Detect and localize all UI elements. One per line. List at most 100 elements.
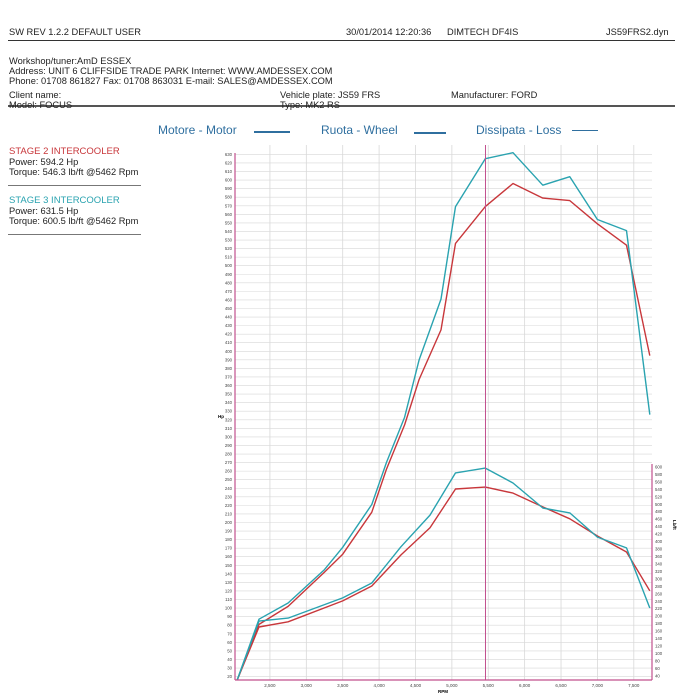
y2-tick-label: 80	[655, 658, 660, 663]
y-tick-label: 340	[225, 400, 233, 405]
y-tick-label: 300	[225, 434, 233, 439]
y2-tick-label: 380	[655, 547, 663, 552]
y-axis-label: Hp	[218, 414, 224, 419]
section-divider	[8, 105, 675, 107]
y-tick-label: 90	[227, 614, 232, 619]
y-tick-label: 470	[225, 289, 233, 294]
y-tick-label: 420	[225, 332, 233, 337]
y-tick-label: 30	[227, 666, 232, 671]
legend-loss: Dissipata - Loss	[476, 123, 562, 137]
software-version: SW REV 1.2.2 DEFAULT USER	[9, 27, 141, 37]
y-tick-label: 540	[225, 229, 233, 234]
y-tick-label: 630	[225, 152, 233, 157]
y-tick-label: 610	[225, 169, 233, 174]
y2-tick-label: 420	[655, 532, 663, 537]
x-tick-label: 3,000	[301, 683, 313, 688]
y-tick-label: 260	[225, 469, 233, 474]
torque-curve-stage2	[236, 486, 651, 681]
y2-tick-label: 60	[655, 666, 660, 671]
y-tick-label: 150	[225, 563, 233, 568]
y-tick-label: 220	[225, 503, 233, 508]
x-tick-label: 6,000	[519, 683, 531, 688]
y2-axis-label: Lb/ft	[672, 520, 677, 530]
torque-curve-stage3	[236, 467, 651, 681]
y-tick-label: 590	[225, 186, 233, 191]
contact-line: Phone: 01708 861827 Fax: 01708 863031 E-…	[9, 76, 333, 86]
legend-wheel: Ruota - Wheel	[321, 123, 398, 137]
y-tick-label: 490	[225, 272, 233, 277]
vehicle-type: Type: MK2 RS	[280, 100, 340, 110]
workshop-line: Workshop/tuner:AmD ESSEX	[9, 56, 132, 66]
legend-loss-line	[572, 130, 598, 131]
y2-tick-label: 300	[655, 576, 663, 581]
y-tick-label: 400	[225, 349, 233, 354]
legend-wheel-line	[414, 132, 446, 134]
y-tick-label: 190	[225, 529, 233, 534]
x-tick-label: 4,500	[410, 683, 422, 688]
y2-tick-label: 100	[655, 651, 663, 656]
axes	[234, 145, 653, 681]
series-lines	[236, 151, 651, 681]
y-tick-label: 60	[227, 640, 232, 645]
x-tick-label: 5,500	[483, 683, 495, 688]
power-curve-stage3	[236, 151, 651, 681]
y-tick-label: 480	[225, 280, 233, 285]
run-torque: Torque: 600.5 lb/ft @5462 Rpm	[9, 216, 139, 226]
y2-tick-label: 580	[655, 472, 663, 477]
y2-tick-label: 120	[655, 644, 663, 649]
y2-tick-label: 260	[655, 591, 663, 596]
y2-tick-label: 480	[655, 509, 663, 514]
x-tick-label: 5,000	[446, 683, 458, 688]
y2-tick-label: 160	[655, 629, 663, 634]
x-tick-label: 6,500	[555, 683, 567, 688]
run-divider	[8, 185, 141, 186]
y-tick-label: 20	[227, 674, 232, 679]
y2-tick-label: 520	[655, 494, 663, 499]
client-name: Client name:	[9, 90, 62, 100]
grid	[235, 145, 652, 680]
y-tick-label: 350	[225, 392, 233, 397]
file-name: JS59FRS2.dyn	[606, 27, 669, 37]
y-tick-label: 560	[225, 212, 233, 217]
y-tick-label: 40	[227, 657, 232, 662]
y-tick-label: 160	[225, 554, 233, 559]
y-tick-label: 240	[225, 486, 233, 491]
y2-tick-label: 180	[655, 621, 663, 626]
y-tick-label: 80	[227, 623, 232, 628]
y-tick-label: 440	[225, 315, 233, 320]
dyno-model: DIMTECH DF4IS	[447, 27, 519, 37]
y-tick-label: 110	[225, 597, 232, 602]
header-divider	[8, 40, 675, 41]
y-tick-label: 600	[225, 178, 233, 183]
run-power: Power: 594.2 Hp	[9, 157, 79, 167]
y-tick-label: 460	[225, 297, 233, 302]
y2-tick-label: 320	[655, 569, 663, 574]
y-tick-label: 50	[227, 648, 232, 653]
y-tick-label: 140	[225, 571, 233, 576]
y-tick-label: 130	[225, 580, 233, 585]
model: Model: FOCUS	[9, 100, 73, 110]
y-tick-label: 120	[225, 588, 233, 593]
y-tick-label: 620	[225, 160, 233, 165]
y-tick-label: 430	[225, 323, 233, 328]
y2-tick-label: 40	[655, 673, 660, 678]
y-tick-label: 580	[225, 195, 233, 200]
y-tick-label: 500	[225, 263, 233, 268]
y2-tick-label: 460	[655, 517, 663, 522]
legend-motor-line	[254, 131, 290, 133]
power-curve-stage2	[236, 182, 651, 681]
y-tick-label: 390	[225, 357, 233, 362]
run-title: STAGE 3 INTERCOOLER	[9, 195, 120, 206]
y-tick-label: 330	[225, 409, 233, 414]
y2-tick-label: 400	[655, 539, 663, 544]
test-datetime: 30/01/2014 12:20:36	[346, 27, 432, 37]
address-line: Address: UNIT 6 CLIFFSIDE TRADE PARK Int…	[9, 66, 333, 76]
manufacturer: Manufacturer: FORD	[451, 90, 538, 100]
y-tick-label: 570	[225, 203, 233, 208]
y-tick-label: 210	[225, 511, 233, 516]
y-tick-label: 270	[225, 460, 233, 465]
y2-tick-label: 360	[655, 554, 663, 559]
vehicle-plate: Vehicle plate: JS59 FRS	[280, 90, 381, 100]
y-tick-label: 230	[225, 494, 233, 499]
